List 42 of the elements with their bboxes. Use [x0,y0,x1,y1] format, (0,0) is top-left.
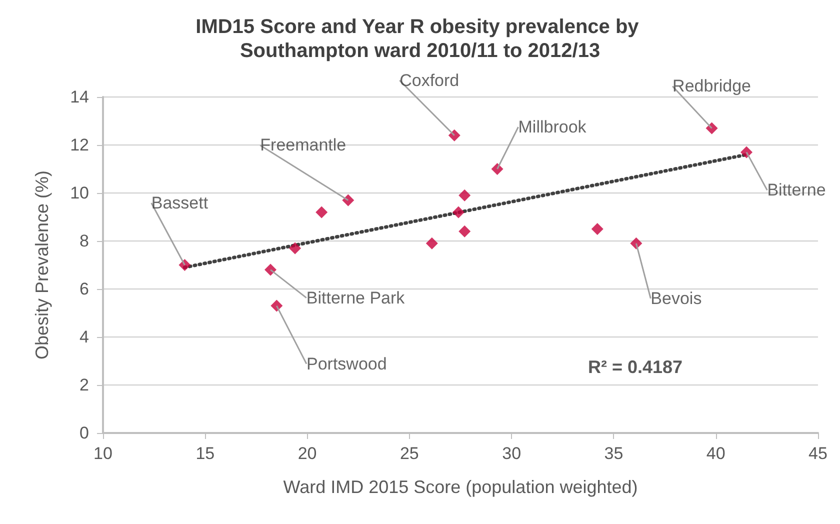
y-tick-label: 6 [80,280,89,298]
x-tick-label: 30 [502,444,522,463]
y-axis-title: Obesity Prevalence (%) [32,170,52,360]
annotation: Bassett [151,194,208,212]
y-tick-label: 0 [80,424,89,442]
annotation: Bitterne Park [306,288,406,308]
x-tick-label: 10 [94,444,112,463]
annotation: R² = 0.4187 [588,357,683,377]
point [491,163,504,175]
annotation: Bevois [650,288,702,308]
point [264,264,277,276]
point [270,300,283,312]
point [458,225,471,238]
point [426,237,438,250]
point [591,223,604,235]
x-tick-label: 35 [604,444,624,463]
point [452,206,464,218]
annotation: Portswood [306,354,387,374]
point [316,206,328,218]
annotation: Freemantle [260,136,346,155]
x-tick-label: 25 [400,444,419,463]
annotation: Redbridge [672,76,751,96]
point [740,146,752,158]
x-axis-title: Ward IMD 2015 Score (population weighted) [283,477,638,497]
y-tick-label: 14 [70,88,89,106]
annotation: Coxford [400,70,460,90]
point [630,237,642,250]
y-tick-label: 4 [80,328,89,346]
y-tick-label: 10 [70,184,89,202]
x-tick-label: 15 [196,444,215,463]
x-tick-label: 45 [808,444,828,463]
x-tick-label: 40 [706,444,726,463]
point [458,189,471,202]
annotation: Millbrook [518,118,587,136]
annotation: Bitterne [767,180,826,200]
chart-title: IMD15 Score and Year R obesity prevalence by Southampton ward 2010/11 to 2012/13 [196,16,644,62]
y-tick-label: 12 [70,136,89,154]
y-tick-label: 2 [80,376,89,394]
y-tick-label: 8 [80,232,89,250]
x-tick-label: 20 [298,444,317,463]
point [289,242,302,254]
point [706,122,718,134]
